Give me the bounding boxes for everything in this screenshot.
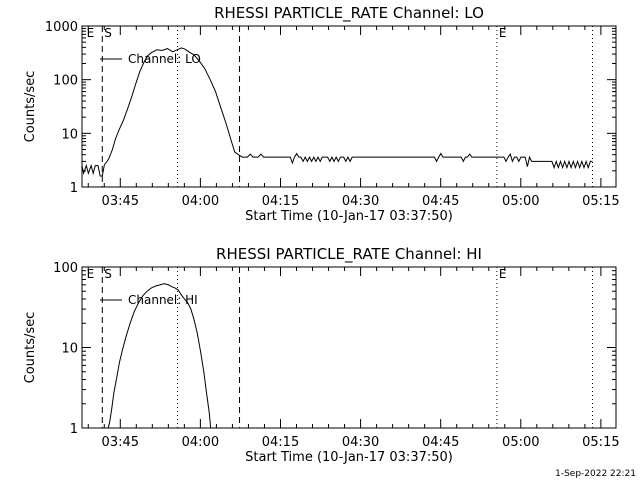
y-axis-label: Counts/sec (23, 71, 38, 143)
legend-label: Channel: HI (128, 293, 198, 307)
y-tick-label: 1 (70, 181, 78, 196)
event-marker-label: E (87, 267, 95, 281)
x-tick-label: 04:30 (342, 194, 379, 209)
x-axis-label: Start Time (10-Jan-17 03:37:50) (245, 209, 453, 224)
x-tick-label: 05:00 (502, 194, 539, 209)
x-tick-label: 05:15 (582, 194, 619, 209)
x-tick-label: 04:15 (262, 435, 299, 450)
x-tick-label: 05:00 (502, 435, 539, 450)
x-tick-label: 04:00 (182, 435, 219, 450)
x-tick-label: 03:45 (102, 435, 139, 450)
y-tick-label: 100 (53, 261, 78, 276)
event-marker-label: S (104, 267, 112, 281)
plot-frame (81, 25, 617, 188)
y-tick-label: 10 (61, 342, 78, 357)
chart-panel-0: RHESSI PARTICLE_RATE Channel: LO 1 10 100 10… (23, 4, 620, 224)
series-line-0 (107, 283, 212, 429)
y-tick-label: 10 (61, 127, 78, 142)
footer-timestamp: 1-Sep-2022 22:21 (555, 469, 636, 479)
y-tick-label: 1 (70, 422, 78, 437)
chart-panel-1: RHESSI PARTICLE_RATE Channel: HI 1 10 100 03… (23, 245, 620, 465)
event-marker-label: E (499, 267, 507, 281)
legend-label: Channel: LO (128, 52, 201, 66)
series-line-0 (81, 47, 593, 177)
x-tick-label: 04:15 (262, 194, 299, 209)
x-tick-label: 04:30 (342, 435, 379, 450)
x-tick-label: 04:00 (182, 194, 219, 209)
chart-title: RHESSI PARTICLE_RATE Channel: HI (216, 245, 482, 264)
y-axis-label: Counts/sec (23, 312, 38, 384)
plot-frame (81, 266, 617, 429)
y-tick-label: 1000 (45, 20, 78, 35)
x-tick-label: 03:45 (102, 194, 139, 209)
y-tick-label: 100 (53, 74, 78, 89)
event-marker-label: E (499, 26, 507, 40)
chart-title: RHESSI PARTICLE_RATE Channel: LO (214, 4, 484, 23)
x-axis-label: Start Time (10-Jan-17 03:37:50) (245, 450, 453, 465)
x-tick-label: 04:45 (422, 194, 459, 209)
event-marker-label: E (87, 26, 95, 40)
event-marker-label: S (104, 26, 112, 40)
x-tick-label: 05:15 (582, 435, 619, 450)
x-tick-label: 04:45 (422, 435, 459, 450)
